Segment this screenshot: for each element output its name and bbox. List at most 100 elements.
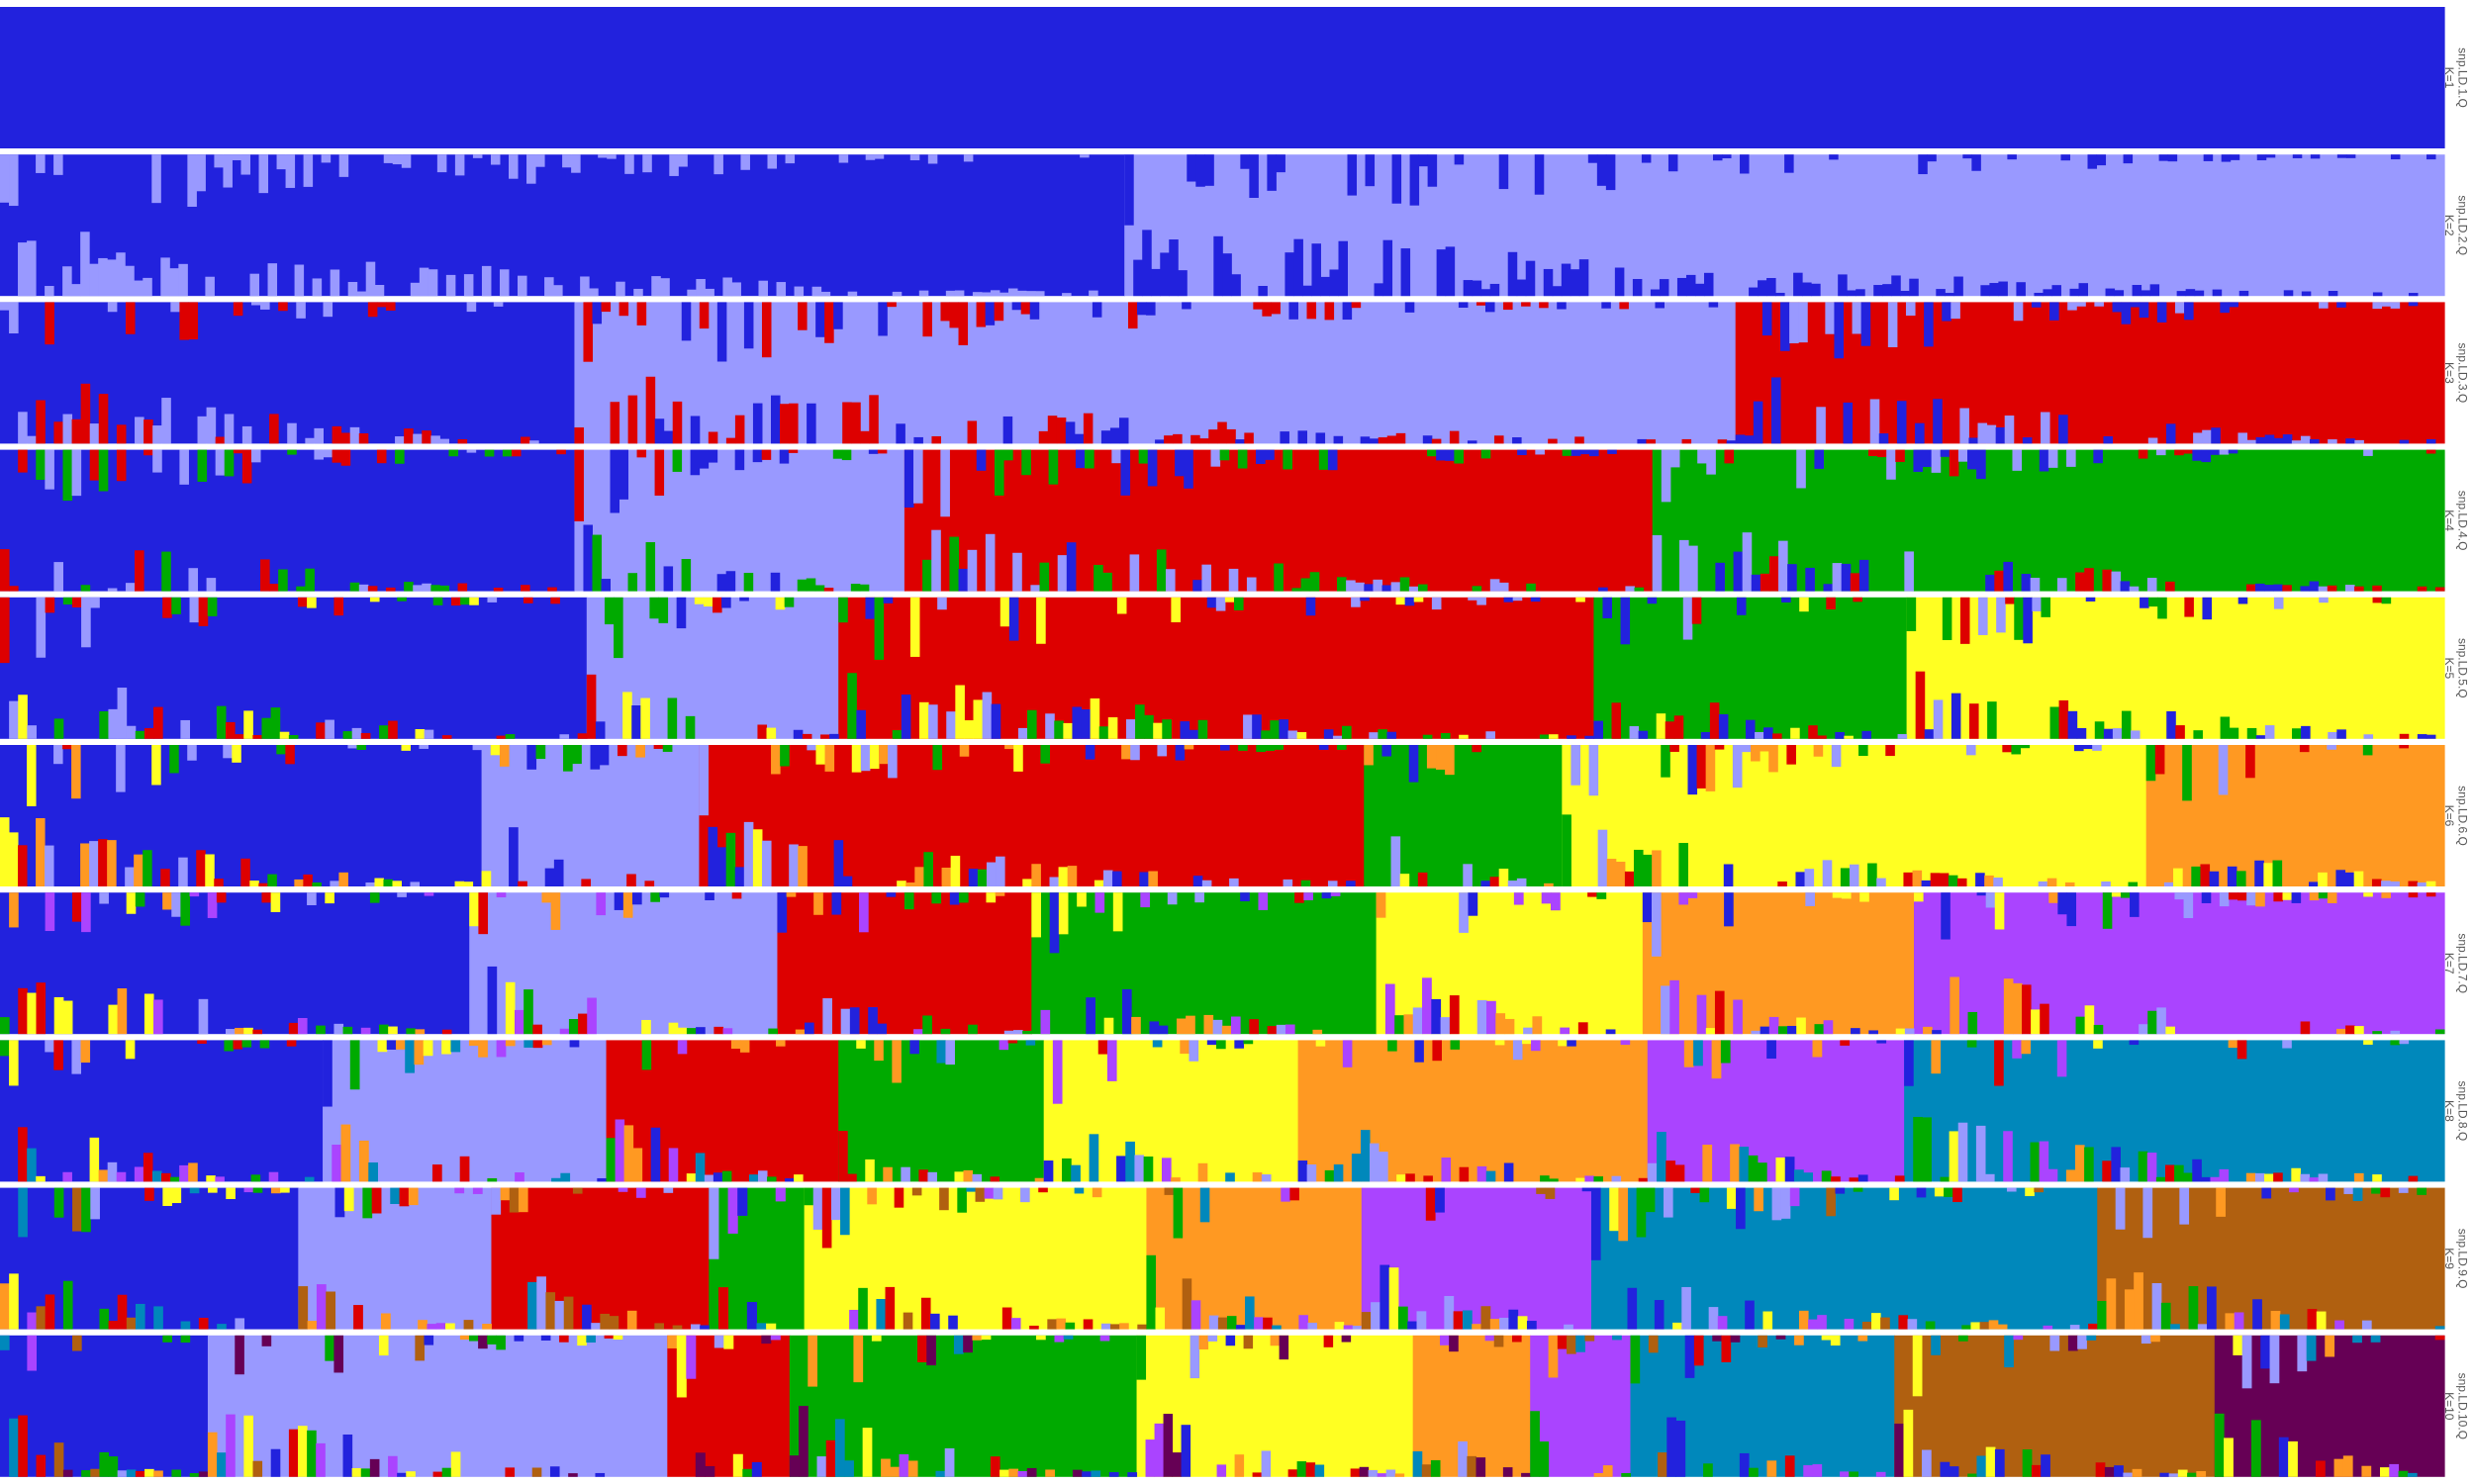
admix-bar-3-2-88 <box>1351 302 1362 309</box>
admix-bar-2-2-92 <box>1936 289 1946 297</box>
admix-bar-6-5-15 <box>1687 745 1698 795</box>
admix-bar-9-7-11 <box>1453 1311 1464 1330</box>
admix-bar-6-3-50 <box>1139 872 1149 886</box>
admix-bar-7-7-1 <box>1914 892 1924 902</box>
admix-bar-8-4-11 <box>927 1171 937 1182</box>
admix-bar-9-4-4 <box>737 1187 748 1216</box>
admix-bar-10-8-17 <box>1775 1335 1786 1340</box>
admix-bar-7-6-5 <box>1678 892 1689 905</box>
admix-bar-9-9-28 <box>2343 1187 2354 1194</box>
admix-bar-2-2-82 <box>1847 290 1856 297</box>
admix-bar-7-7-35 <box>2219 892 2230 907</box>
admix-bar-10-1-13 <box>108 1456 119 1477</box>
admix-bar-3-3-33 <box>2022 437 2033 444</box>
admix-bar-10-6-1 <box>1412 1451 1423 1477</box>
admix-bar-9-3-1 <box>491 1187 502 1215</box>
admix-bar-5-4-22 <box>1781 597 1791 603</box>
admix-bar-2-1-83 <box>731 282 741 297</box>
admix-bar-8-8-4 <box>1931 1040 1942 1074</box>
admix-bar-3-3-34 <box>2031 302 2042 308</box>
admix-bar-3-3-14 <box>1852 302 1862 334</box>
admix-bar-6-4-12 <box>1463 864 1473 886</box>
admix-bar-3-2-47 <box>985 302 996 325</box>
admix-bar-4-2-21 <box>752 449 763 463</box>
admix-bar-9-4-7 <box>766 1323 777 1330</box>
admix-bar-9-1-8 <box>62 1280 73 1330</box>
admix-bar-4-4-29 <box>1904 551 1914 592</box>
admix-bar-3-3-55 <box>2220 302 2230 314</box>
admix-bar-10-2-6 <box>252 1460 263 1477</box>
admix-bar-7-5-6 <box>1422 977 1432 1035</box>
admix-bar-5-3-2 <box>847 673 857 739</box>
admix-bar-2-2-42 <box>1489 283 1500 297</box>
admix-bar-6-1-22 <box>187 745 197 761</box>
admix-bar-5-1-48 <box>424 729 434 739</box>
admix-bar-6-6-26 <box>2371 879 2382 886</box>
admix-bar-8-4-7 <box>892 1040 902 1083</box>
admix-bar-6-1-28 <box>240 858 250 886</box>
admix-bar-9-8-12 <box>1690 1187 1701 1193</box>
admix-bar-2-1-60 <box>526 154 536 184</box>
admix-bar-9-2-17 <box>445 1323 455 1330</box>
admix-bar-3-2-16 <box>708 431 718 444</box>
admix-bar-8-2-28 <box>569 1040 580 1048</box>
admix-bar-7-7-50 <box>2354 1026 2364 1035</box>
admix-bar-8-3-12 <box>704 1174 714 1182</box>
admix-bar-7-1-36 <box>316 1025 326 1035</box>
admix-bar-10-4-24 <box>999 1469 1009 1477</box>
admix-bar-2-2-99 <box>1998 281 2008 297</box>
admix-bar-6-3-11 <box>789 844 799 886</box>
admix-bar-10-10-5 <box>2250 1420 2261 1477</box>
admix-bar-8-7-10 <box>1730 1144 1740 1182</box>
cluster-block-8-4 <box>838 1040 1045 1182</box>
admix-bar-5-3-8 <box>901 695 911 739</box>
admix-bar-8-1-11 <box>89 1137 100 1182</box>
admix-bar-7-2-20 <box>641 1019 651 1035</box>
admix-bar-7-3-26 <box>1003 1030 1014 1035</box>
admix-bar-9-7-1 <box>1361 1312 1372 1330</box>
admix-bar-8-4-1 <box>838 1131 848 1182</box>
admix-bar-9-7-17 <box>1508 1309 1519 1330</box>
admix-bar-8-8-23 <box>2102 1160 2112 1182</box>
admix-bar-4-1-47 <box>413 585 423 592</box>
admix-bar-5-3-4 <box>865 597 876 619</box>
admix-bar-4-4-50 <box>2093 449 2103 464</box>
admix-bar-10-5-8 <box>1198 1335 1209 1349</box>
cluster-block-2-2 <box>1124 154 2445 297</box>
admix-bar-8-6-27 <box>1531 1040 1541 1052</box>
admix-bar-6-1-1 <box>0 817 10 886</box>
admix-bar-4-1-40 <box>349 582 360 592</box>
admix-bar-4-4-20 <box>1823 584 1834 592</box>
admix-bar-7-7-15 <box>2040 1003 2049 1035</box>
admix-bar-10-2-8 <box>270 1448 281 1477</box>
admix-bar-2-1-34 <box>294 264 305 297</box>
admix-bar-9-7-5 <box>1397 1306 1408 1330</box>
admix-bar-2-1-26 <box>223 154 233 188</box>
admix-bar-4-4-23 <box>1850 573 1860 592</box>
admix-bar-5-4-26 <box>1817 735 1827 739</box>
admix-bar-2-2-120 <box>2185 289 2196 297</box>
admix-bar-5-5-11 <box>1996 597 2006 633</box>
admix-bar-10-2-43 <box>586 1335 596 1344</box>
admix-bar-2-2-88 <box>1900 290 1910 297</box>
admix-bar-9-2-20 <box>472 1187 483 1194</box>
admix-bar-10-1-2 <box>9 1418 19 1477</box>
admix-bar-3-1-34 <box>296 302 306 319</box>
admix-bar-10-9-15 <box>2022 1449 2033 1477</box>
admix-bar-9-8-40 <box>1944 1187 1953 1197</box>
admix-bar-6-6-9 <box>2218 745 2229 795</box>
admix-bar-2-2-23 <box>1320 276 1330 297</box>
admix-bar-3-3-76 <box>2408 302 2419 307</box>
admix-bar-5-2-6 <box>631 705 641 739</box>
admix-bar-4-4-78 <box>2344 585 2355 592</box>
cluster-block-5-1 <box>0 597 588 739</box>
admix-bar-6-1-29 <box>249 881 259 886</box>
admix-bar-10-2-1 <box>207 1432 218 1477</box>
admix-bar-6-5-50 <box>2002 745 2012 753</box>
admix-bar-3-1-38 <box>332 425 342 444</box>
admix-bar-10-9-13 <box>2004 1335 2014 1368</box>
admix-bar-9-8-45 <box>1988 1320 1999 1330</box>
admix-bar-10-5-26 <box>1359 1466 1370 1477</box>
admix-bar-7-3-3 <box>795 1029 806 1035</box>
admix-bar-4-1-21 <box>179 449 189 485</box>
